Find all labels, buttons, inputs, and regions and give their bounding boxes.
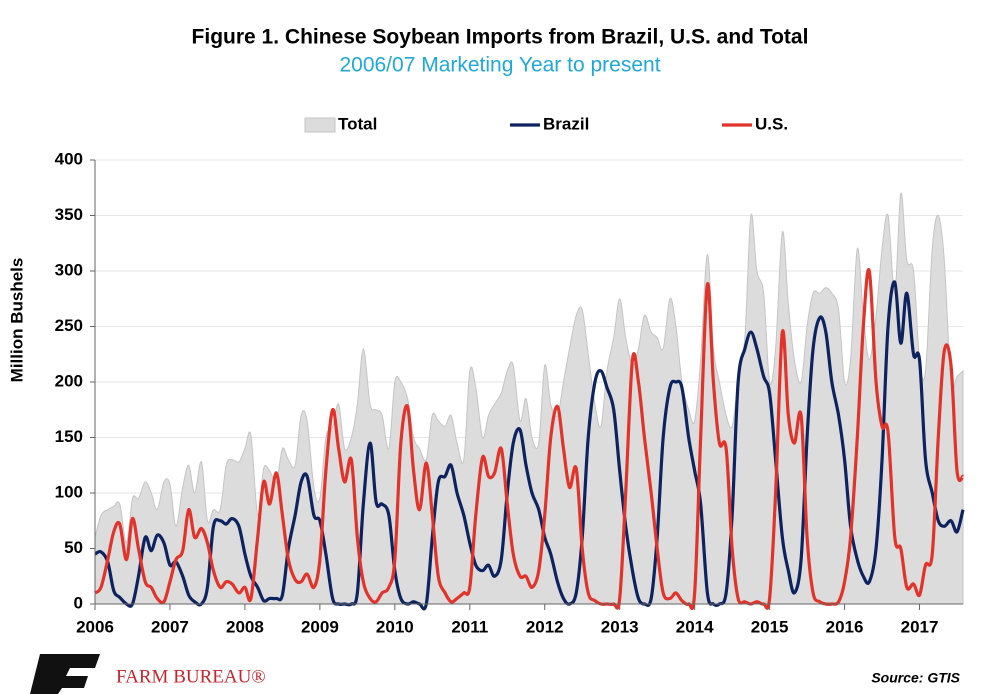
x-tick-label: 2007 [151,617,189,636]
x-tick-label: 2017 [901,617,939,636]
legend-label: Brazil [543,114,589,133]
y-tick-label: 250 [55,316,83,335]
y-tick-label: 100 [55,482,83,501]
y-tick-label: 200 [55,371,83,390]
chart-title: Figure 1. Chinese Soybean Imports from B… [192,26,809,49]
x-tick-label: 2016 [826,617,864,636]
chart-subtitle: 2006/07 Marketing Year to present [339,54,660,77]
x-tick-label: 2009 [301,617,339,636]
x-tick-label: 2012 [526,617,564,636]
y-tick-label: 400 [55,149,83,168]
x-tick-label: 2015 [751,617,789,636]
x-tick-label: 2013 [601,617,639,636]
y-axis-label: Million Bushels [7,258,26,383]
y-tick-label: 0 [74,593,83,612]
y-tick-label: 150 [55,427,83,446]
legend-label: Total [338,114,377,133]
y-tick-label: 300 [55,260,83,279]
legend-swatch [304,117,336,133]
logo-mark [30,654,100,694]
y-tick-label: 50 [64,538,83,557]
legend-label: U.S. [755,114,788,133]
line [94,280,965,611]
x-tick-label: 2010 [376,617,414,636]
source: Source: GTIS [871,670,960,686]
x-tick-label: 2011 [451,617,488,636]
logo: FARM BUREAU® [30,654,266,694]
logo-text: FARM BUREAU® [116,666,266,687]
y-tick-label: 350 [55,205,83,224]
x-tick-label: 2014 [676,617,714,636]
area [94,192,964,605]
x-tick-label: 2008 [226,617,264,636]
x-tick-label: 2006 [76,617,114,636]
